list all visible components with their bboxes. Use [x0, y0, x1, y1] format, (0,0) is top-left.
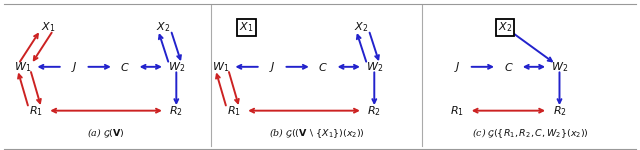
Text: $C$: $C$ [318, 61, 328, 73]
Text: $W_{2}$: $W_{2}$ [365, 60, 383, 74]
Text: $C$: $C$ [504, 61, 513, 73]
Text: $R_{1}$: $R_{1}$ [451, 104, 464, 118]
Text: $C$: $C$ [120, 61, 130, 73]
Text: (b) $\mathcal{G}((\mathbf{V}\setminus\{X_1\})(x_2))$: (b) $\mathcal{G}((\mathbf{V}\setminus\{X… [269, 127, 365, 140]
Text: $J$: $J$ [454, 60, 461, 74]
Text: $X_{1}$: $X_{1}$ [42, 21, 56, 34]
Text: $R_{1}$: $R_{1}$ [29, 104, 43, 118]
Text: $J$: $J$ [269, 60, 275, 74]
Text: (c) $\mathcal{G}(\{R_1,R_2,C,W_2\}(x_2))$: (c) $\mathcal{G}(\{R_1,R_2,C,W_2\}(x_2))… [472, 127, 589, 140]
Text: $R_{1}$: $R_{1}$ [227, 104, 241, 118]
Text: $X_{2}$: $X_{2}$ [498, 21, 513, 34]
Text: $W_{2}$: $W_{2}$ [168, 60, 185, 74]
Text: $R_{2}$: $R_{2}$ [170, 104, 183, 118]
Text: $X_{2}$: $X_{2}$ [355, 21, 369, 34]
Text: (a) $\mathcal{G}(\mathbf{V})$: (a) $\mathcal{G}(\mathbf{V})$ [87, 127, 125, 140]
Text: $J$: $J$ [71, 60, 77, 74]
Text: $W_{2}$: $W_{2}$ [551, 60, 568, 74]
Text: $R_{2}$: $R_{2}$ [367, 104, 381, 118]
Text: $W_{1}$: $W_{1}$ [212, 60, 230, 74]
Text: $W_{1}$: $W_{1}$ [15, 60, 31, 74]
Text: $R_{2}$: $R_{2}$ [552, 104, 566, 118]
Text: $X_{1}$: $X_{1}$ [239, 21, 253, 34]
Text: $X_{2}$: $X_{2}$ [156, 21, 171, 34]
